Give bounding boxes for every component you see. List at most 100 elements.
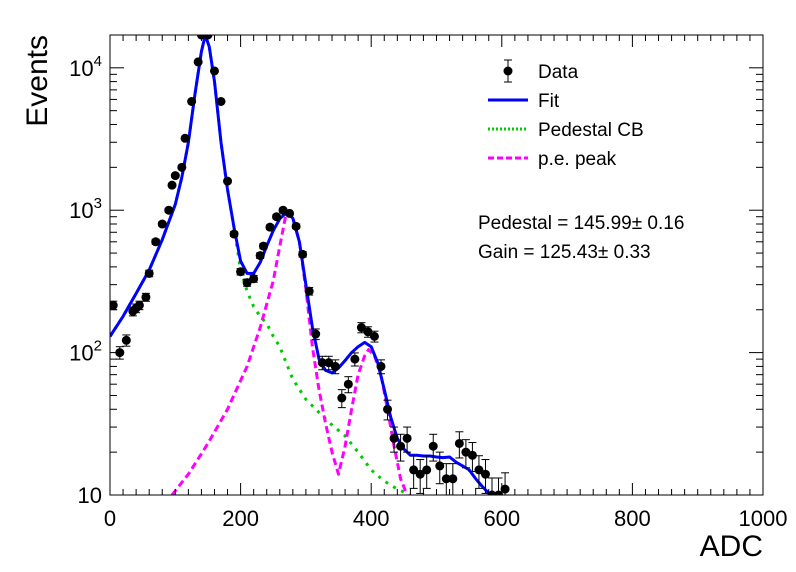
x-tick-label: 0 [104, 506, 116, 531]
data-marker [389, 433, 399, 443]
data-marker [151, 237, 161, 247]
data-marker [167, 180, 177, 190]
legend-label: p.e. peak [538, 149, 617, 170]
x-axis-label: ADC [700, 530, 763, 563]
data-point [291, 221, 301, 231]
data-marker [480, 469, 490, 479]
data-point [454, 431, 464, 459]
data-points-layer [110, 35, 510, 495]
data-marker [177, 162, 187, 172]
data-marker [298, 249, 308, 259]
annotation-pm: ± [598, 242, 608, 263]
data-point [415, 459, 425, 494]
data-point [441, 463, 451, 495]
data-point [448, 463, 458, 495]
data-point [144, 268, 154, 278]
data-marker [265, 222, 275, 232]
data-marker [376, 361, 386, 371]
data-point [209, 66, 219, 76]
data-point [180, 133, 190, 143]
data-marker [255, 251, 265, 261]
data-point [272, 212, 282, 222]
data-marker [402, 433, 412, 443]
data-marker [363, 327, 373, 337]
data-marker [242, 278, 252, 288]
annotation-pm: ± [632, 213, 642, 234]
x-tick-label: 600 [483, 506, 520, 531]
data-marker [441, 474, 451, 484]
data-point [249, 274, 259, 284]
data-point [236, 267, 246, 277]
data-marker [180, 133, 190, 143]
data-marker [304, 286, 314, 296]
data-point [157, 219, 167, 229]
x-tick-label: 200 [222, 506, 259, 531]
data-marker [164, 205, 174, 215]
data-point [134, 300, 144, 311]
data-marker [448, 474, 458, 484]
data-marker [356, 323, 366, 333]
data-point [121, 334, 131, 347]
data-marker [415, 469, 425, 479]
data-point [167, 180, 177, 190]
data-marker [110, 300, 118, 310]
legend-entry: Data [503, 59, 579, 83]
data-marker [409, 465, 419, 475]
data-marker [383, 404, 393, 414]
data-marker [454, 438, 464, 448]
data-point [337, 389, 347, 409]
data-point [422, 455, 432, 489]
data-marker [249, 274, 259, 284]
data-point [229, 229, 239, 239]
data-point [285, 208, 295, 218]
data-point [402, 426, 412, 453]
y-axis-label: Events [21, 35, 54, 127]
legend-label: Fit [538, 91, 560, 112]
data-marker [258, 241, 268, 251]
y-tick-base: 10 [69, 56, 93, 81]
data-marker [467, 450, 477, 460]
data-point [383, 399, 393, 421]
data-marker [209, 66, 219, 76]
data-point [255, 251, 265, 261]
data-marker [311, 329, 321, 339]
data-marker [494, 490, 504, 495]
data-marker [203, 35, 213, 40]
y-tick-label: 103 [69, 195, 102, 223]
data-point [311, 328, 321, 341]
data-marker [350, 354, 360, 364]
annotation-error: 0.33 [608, 242, 650, 263]
data-point [141, 292, 151, 302]
data-point [170, 171, 180, 181]
y-tick-base: 10 [69, 341, 93, 366]
legend: Data Fit Pedestal CB p.e. peak [488, 59, 644, 170]
y-tick-label: 102 [69, 338, 102, 366]
curve-fit [110, 35, 496, 495]
data-point [376, 359, 386, 375]
data-point [265, 222, 275, 232]
data-marker [285, 208, 295, 218]
y-tick-exponent: 3 [94, 195, 102, 212]
data-point [258, 241, 268, 251]
data-marker [343, 379, 353, 389]
data-point [304, 286, 314, 296]
data-marker [134, 300, 144, 310]
data-marker [291, 221, 301, 231]
data-point [223, 176, 233, 186]
y-tick-label: 10 [78, 483, 102, 508]
data-point [298, 249, 308, 259]
data-marker [121, 335, 131, 345]
data-point [350, 352, 360, 367]
data-point [216, 97, 226, 107]
data-point [480, 459, 490, 494]
legend-entry: Pedestal CB [488, 120, 644, 141]
legend-marker [503, 66, 513, 76]
data-marker [422, 465, 432, 475]
x-tick-label: 800 [614, 506, 651, 531]
data-point [164, 205, 174, 215]
curves-layer [110, 35, 496, 495]
data-point [494, 477, 504, 495]
data-marker [223, 176, 233, 186]
data-marker [500, 484, 510, 494]
